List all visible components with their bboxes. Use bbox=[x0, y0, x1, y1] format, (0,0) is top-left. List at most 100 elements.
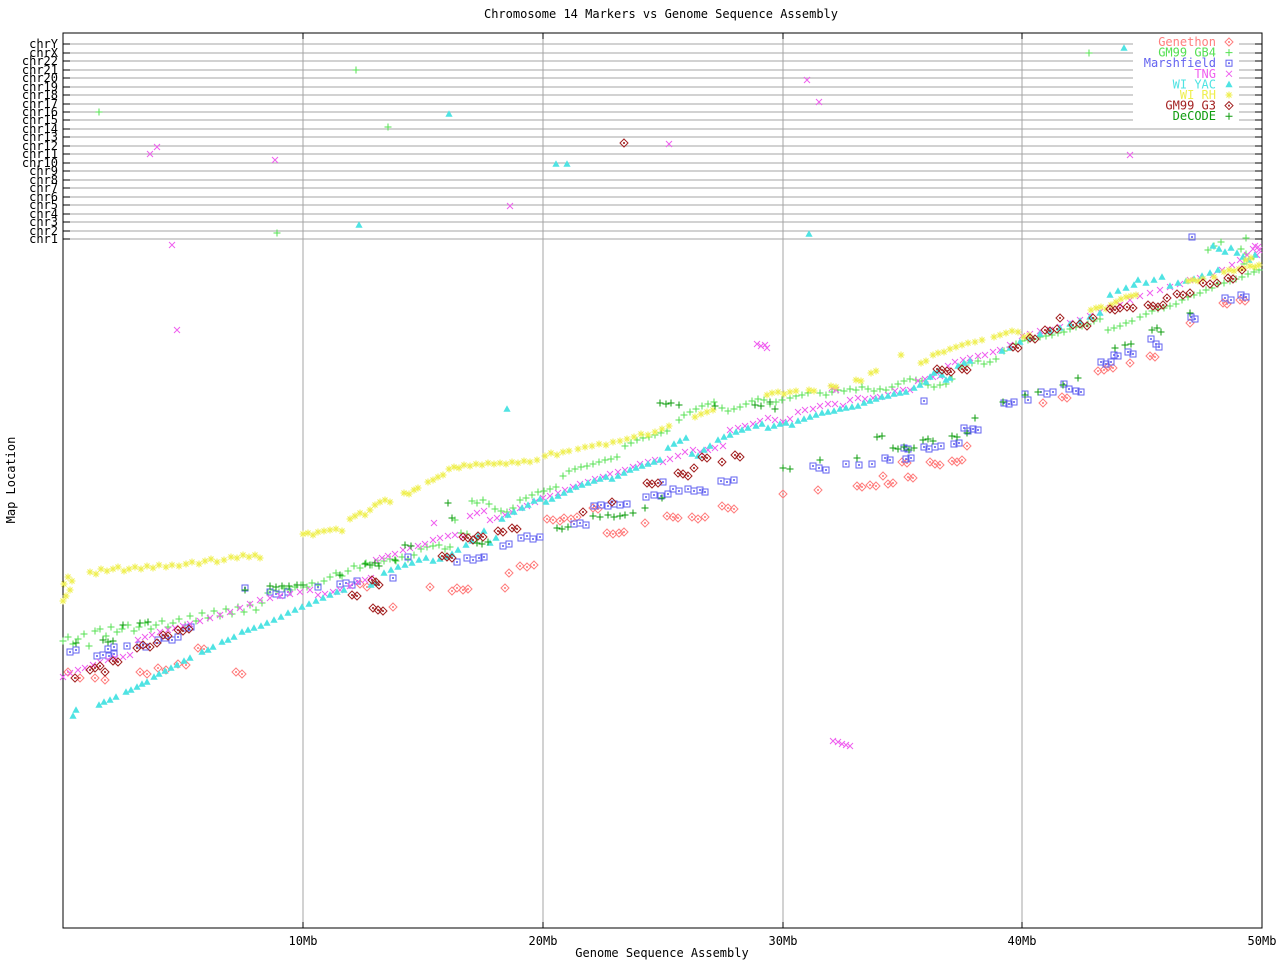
data-point bbox=[284, 609, 292, 616]
data-point bbox=[216, 612, 224, 620]
data-point bbox=[1110, 324, 1118, 332]
data-point bbox=[394, 563, 402, 570]
data-point bbox=[1085, 49, 1093, 57]
series-genethon bbox=[63, 295, 1250, 685]
data-point bbox=[690, 487, 698, 495]
data-point bbox=[609, 438, 617, 446]
data-point bbox=[469, 556, 477, 564]
data-point bbox=[85, 642, 93, 650]
data-point bbox=[597, 501, 605, 509]
data-point bbox=[718, 404, 726, 412]
data-point bbox=[308, 579, 316, 587]
data-point bbox=[445, 110, 453, 117]
data-point bbox=[736, 403, 744, 411]
data-point bbox=[723, 478, 731, 486]
data-point bbox=[422, 554, 430, 561]
data-point bbox=[405, 490, 413, 498]
data-point bbox=[583, 462, 591, 470]
legend-label-tng: TNG bbox=[1194, 67, 1216, 81]
data-point bbox=[596, 513, 604, 521]
data-point bbox=[1114, 287, 1122, 294]
data-point bbox=[1191, 315, 1199, 323]
data-point bbox=[1142, 310, 1150, 318]
data-point bbox=[118, 625, 126, 633]
data-point bbox=[263, 619, 271, 626]
data-point bbox=[571, 465, 579, 473]
data-point bbox=[809, 405, 817, 413]
y-tick-label-chrx: chrX bbox=[29, 46, 59, 60]
data-point bbox=[478, 461, 486, 469]
data-point bbox=[209, 643, 217, 650]
data-point bbox=[1227, 244, 1235, 251]
plot-border bbox=[62, 32, 1263, 929]
series-gm99-gb4 bbox=[59, 49, 1263, 650]
axes: 10Mb 20Mb 30Mb 40Mb 50MbchrYchrXchr22chr21ch… bbox=[22, 32, 1276, 948]
data-point bbox=[840, 387, 848, 395]
data-point bbox=[80, 630, 88, 638]
data-point bbox=[523, 532, 531, 540]
data-point bbox=[930, 383, 938, 391]
data-point bbox=[1008, 327, 1016, 335]
data-point bbox=[675, 416, 683, 424]
data-point bbox=[135, 623, 143, 631]
data-point bbox=[990, 333, 998, 341]
data-point bbox=[952, 343, 960, 351]
data-point bbox=[578, 507, 588, 517]
data-point bbox=[675, 487, 683, 495]
series-wi-yac bbox=[69, 44, 1259, 719]
data-point bbox=[989, 348, 997, 356]
data-point bbox=[1127, 340, 1135, 348]
data-point bbox=[473, 509, 481, 517]
y-tick-label-chr19: chr19 bbox=[22, 80, 58, 94]
data-point bbox=[141, 633, 149, 641]
data-point bbox=[220, 556, 228, 564]
data-point bbox=[66, 648, 74, 656]
data-point bbox=[210, 607, 218, 615]
data-point bbox=[233, 554, 241, 562]
data-point bbox=[1166, 282, 1174, 289]
data-point bbox=[1034, 388, 1042, 396]
data-point bbox=[564, 523, 572, 531]
data-point bbox=[371, 501, 379, 509]
data-point bbox=[962, 441, 972, 451]
data-point bbox=[143, 562, 151, 570]
data-point bbox=[473, 539, 481, 547]
data-point bbox=[577, 463, 585, 471]
data-point bbox=[401, 541, 409, 549]
data-point bbox=[703, 408, 711, 416]
data-point bbox=[1014, 328, 1022, 336]
data-point bbox=[356, 564, 364, 572]
data-point bbox=[846, 396, 854, 404]
data-point bbox=[876, 385, 884, 393]
data-point bbox=[1150, 276, 1158, 283]
data-point bbox=[1136, 313, 1144, 321]
data-point bbox=[920, 397, 928, 405]
data-point bbox=[813, 485, 823, 495]
series-wi-rh bbox=[59, 254, 1263, 605]
data-point bbox=[460, 461, 468, 469]
data-point bbox=[425, 582, 435, 592]
data-point bbox=[429, 557, 437, 564]
data-point bbox=[186, 612, 194, 620]
data-point bbox=[772, 398, 780, 406]
data-point bbox=[786, 394, 794, 402]
data-point bbox=[608, 475, 616, 482]
x-tick-label-10mb: 10Mb bbox=[289, 934, 318, 948]
x-tick-label-20mb: 20Mb bbox=[529, 934, 558, 948]
data-point bbox=[852, 386, 860, 394]
data-point bbox=[589, 512, 597, 520]
data-point bbox=[910, 384, 918, 391]
data-point bbox=[1221, 248, 1229, 255]
data-point bbox=[581, 443, 589, 451]
data-point bbox=[978, 336, 986, 344]
data-point bbox=[1218, 298, 1228, 308]
data-point bbox=[717, 457, 727, 467]
data-point bbox=[589, 460, 597, 468]
data-point bbox=[1162, 293, 1172, 303]
legend-marker-icon bbox=[1225, 91, 1233, 99]
data-point bbox=[621, 511, 629, 519]
data-point bbox=[824, 408, 832, 415]
data-point bbox=[764, 414, 772, 422]
data-point bbox=[1246, 262, 1254, 270]
data-point bbox=[656, 399, 664, 407]
